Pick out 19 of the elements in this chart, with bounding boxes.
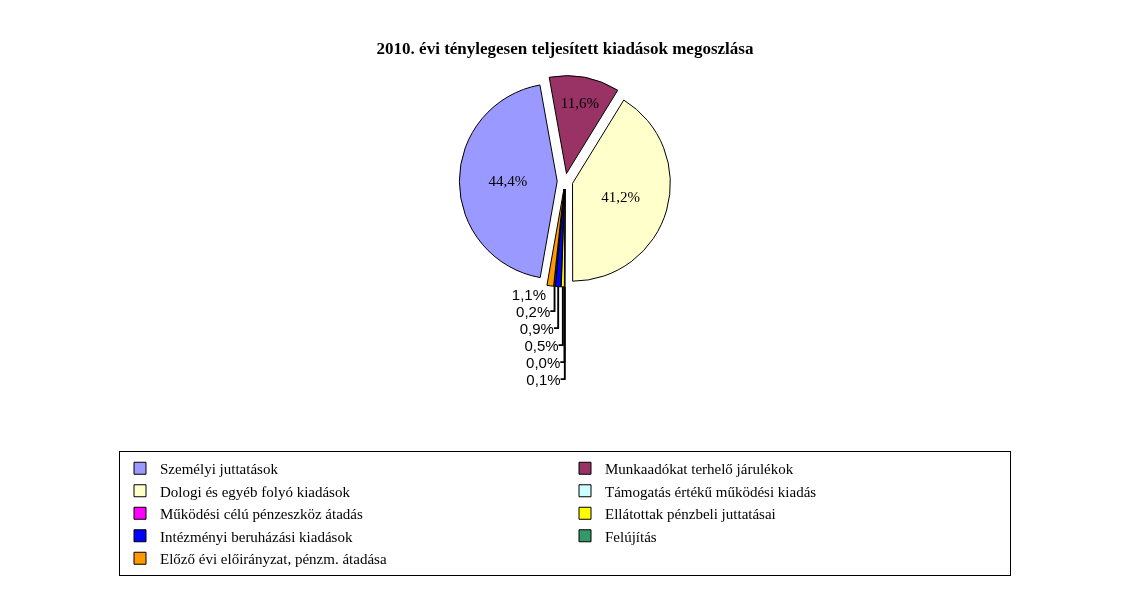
legend-label: Előző évi előirányzat, pénzm. átadása xyxy=(160,551,387,568)
data-label: 0,9% xyxy=(519,319,554,337)
data-label: 11,6% xyxy=(560,94,599,111)
legend-label: Felújítás xyxy=(605,528,657,545)
legend-label: Munkaadókat terhelő járulékok xyxy=(605,461,794,478)
data-label: 0,1% xyxy=(526,370,561,388)
legend-label: Intézményi beruházási kiadások xyxy=(160,528,353,545)
data-label: 0,2% xyxy=(516,302,551,320)
legend-label: Működési célú pénzeszköz átadás xyxy=(160,506,363,523)
chart-title: 2010. évi ténylegesen teljesített kiadások megoszlása xyxy=(376,38,754,58)
data-label: 44,4% xyxy=(488,173,528,190)
legend-label: Ellátottak pénzbeli juttatásai xyxy=(605,506,776,523)
text: 0,0% xyxy=(526,353,561,371)
data-label: 41,2% xyxy=(601,188,640,205)
legend-label: Személyi juttatások xyxy=(160,461,279,478)
data-label: 1,1% xyxy=(511,285,547,303)
legend-label: Dologi és egyéb folyó kiadások xyxy=(160,483,351,500)
legend-label: Támogatás értékű működési kiadás xyxy=(605,483,817,500)
data-label: 0,5% xyxy=(524,336,559,354)
